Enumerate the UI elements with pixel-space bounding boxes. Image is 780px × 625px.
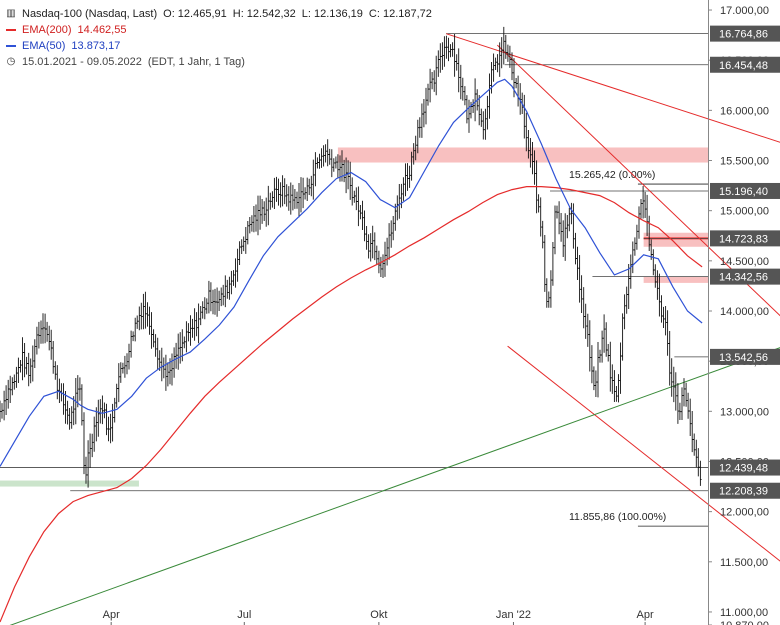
bar-chart-icon: ▥ [6, 8, 16, 19]
y-tick-label-4: 15.000,00 [720, 206, 769, 218]
ema200-swatch [6, 29, 16, 31]
close-value: C: 12.187,72 [368, 8, 432, 20]
ema200-value: 14.462,55 [77, 24, 127, 36]
ema200-label: EMA(200) [22, 24, 72, 36]
fib-label-1: 11.855,86 (100.00%) [569, 511, 666, 523]
level-label-box-4 [710, 268, 780, 285]
level-label-box-5 [710, 348, 780, 365]
trendline-2 [507, 345, 780, 562]
y-tick-label-8: 13.000,00 [720, 406, 769, 418]
level-lines-layer: 15.265,42 (0.00%) 11.855,86 (100.00%) [0, 33, 708, 527]
zone-resistance-0 [337, 147, 708, 163]
x-tick-label-1: Jul [237, 609, 251, 621]
ema50-value: 13.873,17 [71, 40, 121, 52]
level-label-5: 13.542,56 [719, 352, 768, 364]
timeframe-info: (EDT, 1 Jahr, 1 Tag) [147, 56, 245, 68]
trendline-3 [9, 347, 780, 625]
date-range: 15.01.2021 - 09.05.2022 [22, 56, 142, 68]
clock-icon: ◷ [6, 56, 16, 67]
ema-layer [0, 78, 703, 623]
legend-range-row: ◷ 15.01.2021 - 09.05.2022 (EDT, 1 Jahr, … [6, 54, 432, 70]
ema50-line [0, 78, 703, 467]
zone-support-3 [0, 480, 139, 487]
level-label-3: 14.723,83 [719, 233, 768, 245]
level-labels-layer: 16.764,86 16.454,48 15.196,40 14.723,83 14.3… [710, 25, 780, 499]
legend-ema200-row[interactable]: EMA(200) 14.462,55 [6, 22, 432, 38]
level-label-box-2 [710, 182, 780, 199]
x-tick-label-2: Okt [370, 609, 387, 621]
ema50-label: EMA(50) [22, 40, 66, 52]
price-ohlc-bars [0, 26, 702, 488]
level-label-0: 16.764,86 [719, 29, 768, 41]
high-value: H: 12.542,32 [232, 8, 296, 20]
y-tick-label-3: 15.500,00 [720, 156, 769, 168]
chart-legend: ▥ Nasdaq-100 (Nasdaq, Last) O: 12.465,91… [6, 6, 432, 70]
y-tick-label-11: 11.500,00 [720, 557, 768, 569]
y-tick-label-6: 14.000,00 [720, 306, 769, 318]
y-tick-label-13: 10.870,00 [720, 620, 769, 625]
ema200-line [0, 186, 703, 623]
x-tick-label-3: Jan '22 [496, 609, 531, 621]
y-tick-label-5: 14.500,00 [720, 256, 769, 268]
y-tick-label-2: 16.000,00 [720, 105, 769, 117]
y-tick-label-12: 11.000,00 [720, 607, 768, 619]
level-label-6: 12.439,48 [719, 463, 768, 475]
open-value: O: 12.465,91 [163, 8, 227, 20]
y-tick-label-0: 17.000,00 [720, 5, 769, 17]
x-axis: Apr Jul Okt Jan '22 Apr [103, 609, 654, 625]
trendline-0 [446, 33, 780, 143]
level-label-box-1 [710, 56, 780, 73]
y-axis: 17.000,0016.500,0016.000,0015.500,0015.0… [708, 0, 769, 625]
level-label-box-3 [710, 230, 780, 247]
zone-resistance-2 [643, 276, 708, 283]
level-label-box-7 [710, 482, 780, 499]
level-label-2: 15.196,40 [719, 186, 768, 198]
x-tick-label-4: Apr [637, 609, 654, 621]
level-label-1: 16.454,48 [719, 60, 768, 72]
level-label-4: 14.342,56 [719, 272, 768, 284]
instrument-name: Nasdaq-100 (Nasdaq, Last) [22, 8, 158, 20]
ema50-swatch [6, 45, 16, 47]
fib-label-0: 15.265,42 (0.00%) [569, 169, 655, 181]
price-bars-layer [0, 26, 702, 488]
zone-resistance-1 [643, 232, 708, 247]
level-label-box-6 [710, 459, 780, 476]
x-tick-label-0: Apr [103, 609, 120, 621]
y-tick-label-10: 12.000,00 [720, 507, 769, 519]
legend-ema50-row[interactable]: EMA(50) 13.873,17 [6, 38, 432, 54]
level-label-7: 12.208,39 [719, 486, 768, 498]
trendlines-layer [9, 33, 780, 625]
legend-title-row: ▥ Nasdaq-100 (Nasdaq, Last) O: 12.465,91… [6, 6, 432, 22]
low-value: L: 12.136,19 [301, 8, 363, 20]
level-label-box-0 [710, 25, 780, 42]
